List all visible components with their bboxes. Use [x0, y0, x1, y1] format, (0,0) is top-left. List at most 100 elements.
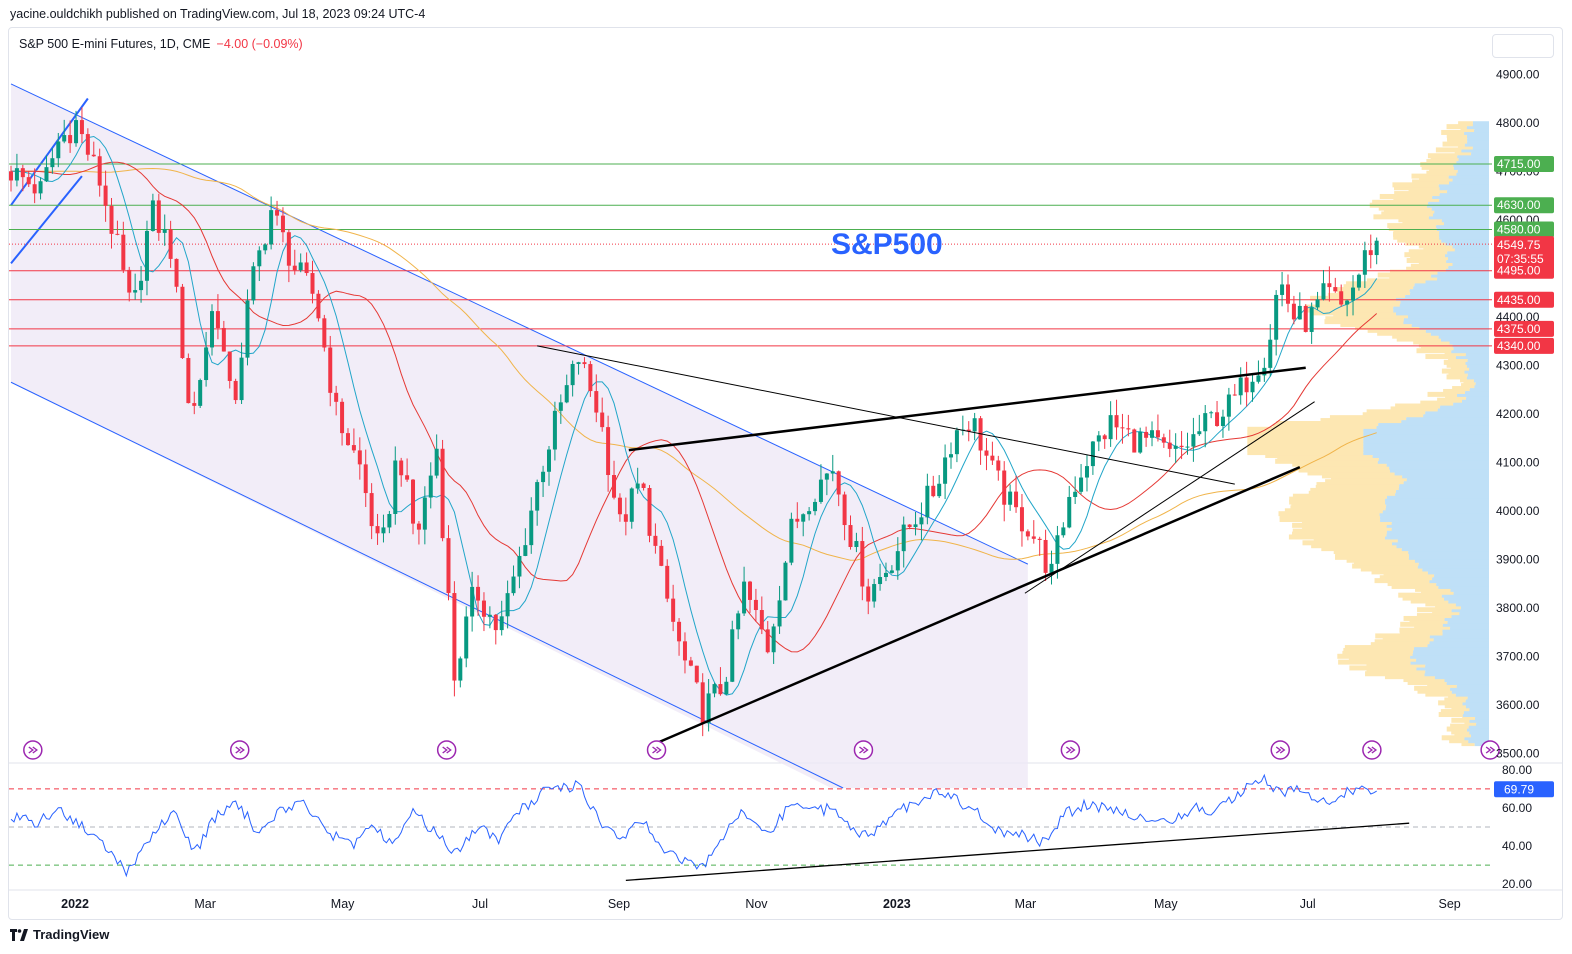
volume-bar-up	[1310, 487, 1397, 493]
candle-body	[357, 450, 362, 465]
candle-body	[1049, 563, 1054, 573]
volume-bar-up	[1247, 435, 1364, 441]
volume-bar-down	[1402, 473, 1489, 479]
volume-bar-up	[1340, 322, 1412, 328]
volume-bar-down	[1405, 292, 1489, 298]
volume-bar-down	[1400, 298, 1489, 304]
footer-brand[interactable]: TradingView	[10, 927, 109, 942]
volume-bar-up	[1247, 429, 1364, 435]
volume-bar-down	[1448, 263, 1489, 269]
time-axis-tick: 2022	[61, 897, 89, 911]
candle-body	[517, 555, 522, 577]
volume-bar-down	[1466, 394, 1489, 400]
volume-bar-down	[1444, 677, 1489, 683]
volume-bar-down	[1476, 720, 1489, 726]
candle-body	[659, 545, 664, 566]
channel-mini-lower	[10, 175, 83, 265]
marker-arrow	[1485, 746, 1496, 754]
candle-body	[653, 535, 658, 546]
volume-bar-down	[1464, 129, 1489, 135]
candle-body	[854, 541, 859, 547]
volume-bar-up	[1383, 572, 1435, 578]
green-level-label-bg	[1494, 197, 1554, 214]
chart-frame[interactable]: S&P5004900.004800.004700.004600.004500.0…	[8, 27, 1563, 920]
candle-body	[535, 482, 540, 511]
volume-bar-up	[1448, 371, 1468, 377]
volume-bar-down	[1437, 275, 1489, 281]
volume-bar-up	[1284, 508, 1383, 514]
candle-body	[26, 177, 31, 185]
volume-bar-down	[1428, 214, 1489, 220]
volume-bar-down	[1448, 255, 1489, 261]
symbol-legend[interactable]: S&P 500 E-mini Futures, 1D, CME −4.00 (−0…	[19, 37, 303, 51]
candle-body	[600, 412, 605, 428]
candle-body	[1309, 307, 1314, 332]
volume-bar-up	[1247, 447, 1364, 453]
volume-bar-down	[1410, 653, 1489, 659]
candle-body	[753, 599, 758, 611]
candle-body	[576, 362, 581, 364]
candle-body	[813, 501, 818, 512]
volume-bar-down	[1413, 647, 1489, 653]
volume-bar-down	[1448, 173, 1489, 179]
candle-body	[771, 626, 776, 653]
red-level-label-bg	[1494, 320, 1554, 337]
volume-bar-up	[1247, 438, 1364, 444]
chart-canvas[interactable]: S&P5004900.004800.004700.004600.004500.0…	[9, 28, 1562, 919]
volume-bar-down	[1439, 185, 1489, 191]
candle-body	[1173, 445, 1178, 449]
candle-body	[422, 497, 427, 530]
volume-bar-down	[1445, 266, 1489, 272]
candle-body	[836, 471, 841, 495]
price-axis-tick: 3800.00	[1496, 601, 1540, 615]
volume-bar-up	[1336, 287, 1410, 293]
rsi-axis-tick: 20.00	[1502, 877, 1532, 891]
time-axis-tick: Nov	[745, 897, 768, 911]
volume-bar-down	[1467, 371, 1489, 377]
volume-bar-up	[1450, 365, 1470, 371]
volume-bar-down	[1411, 322, 1489, 328]
channel-mini-upper	[10, 97, 89, 206]
volume-bar-up	[1292, 528, 1387, 534]
volume-bar-up	[1367, 327, 1426, 333]
candle-body	[416, 523, 421, 530]
volume-bar-up	[1311, 543, 1397, 549]
volume-bar-down	[1385, 499, 1489, 505]
volume-bar-up	[1408, 188, 1448, 194]
volume-bar-down	[1437, 269, 1489, 275]
candle-body	[878, 577, 883, 585]
rsi-line	[10, 773, 1377, 878]
volume-bar-down	[1432, 575, 1489, 581]
volume-bar-down	[1416, 665, 1489, 671]
volume-bar-up	[1444, 697, 1466, 703]
volume-bar-down	[1465, 703, 1489, 709]
volume-bar-up	[1335, 551, 1409, 557]
volume-bar-down	[1439, 196, 1489, 202]
volume-bar-down	[1447, 188, 1489, 194]
price-axis-tick: 3600.00	[1496, 698, 1540, 712]
volume-bar-up	[1441, 735, 1465, 741]
volume-bar-up	[1418, 243, 1453, 249]
candle-body	[9, 171, 13, 181]
candle-body	[375, 526, 380, 534]
volume-bar-down	[1434, 674, 1489, 680]
volume-bar-up	[1329, 415, 1407, 421]
volume-bar-down	[1386, 461, 1489, 467]
volume-bar-up	[1278, 511, 1380, 517]
volume-bar-down	[1446, 258, 1489, 264]
volume-bar-down	[1424, 671, 1489, 677]
volume-bar-up	[1445, 394, 1467, 400]
candle-body	[552, 410, 557, 450]
volume-bar-down	[1450, 624, 1489, 630]
volume-bar-up	[1346, 557, 1415, 563]
volume-bar-up	[1247, 444, 1364, 450]
volume-bar-up	[1247, 450, 1364, 456]
volume-bar-up	[1393, 231, 1440, 237]
descending-trendline	[537, 345, 1235, 485]
volume-bar-up	[1446, 124, 1467, 130]
volume-bar-down	[1414, 557, 1489, 563]
candle-body	[765, 629, 770, 653]
candle-body	[966, 429, 971, 432]
volume-bar-up	[1426, 170, 1457, 176]
indicator-box[interactable]	[1492, 34, 1554, 58]
